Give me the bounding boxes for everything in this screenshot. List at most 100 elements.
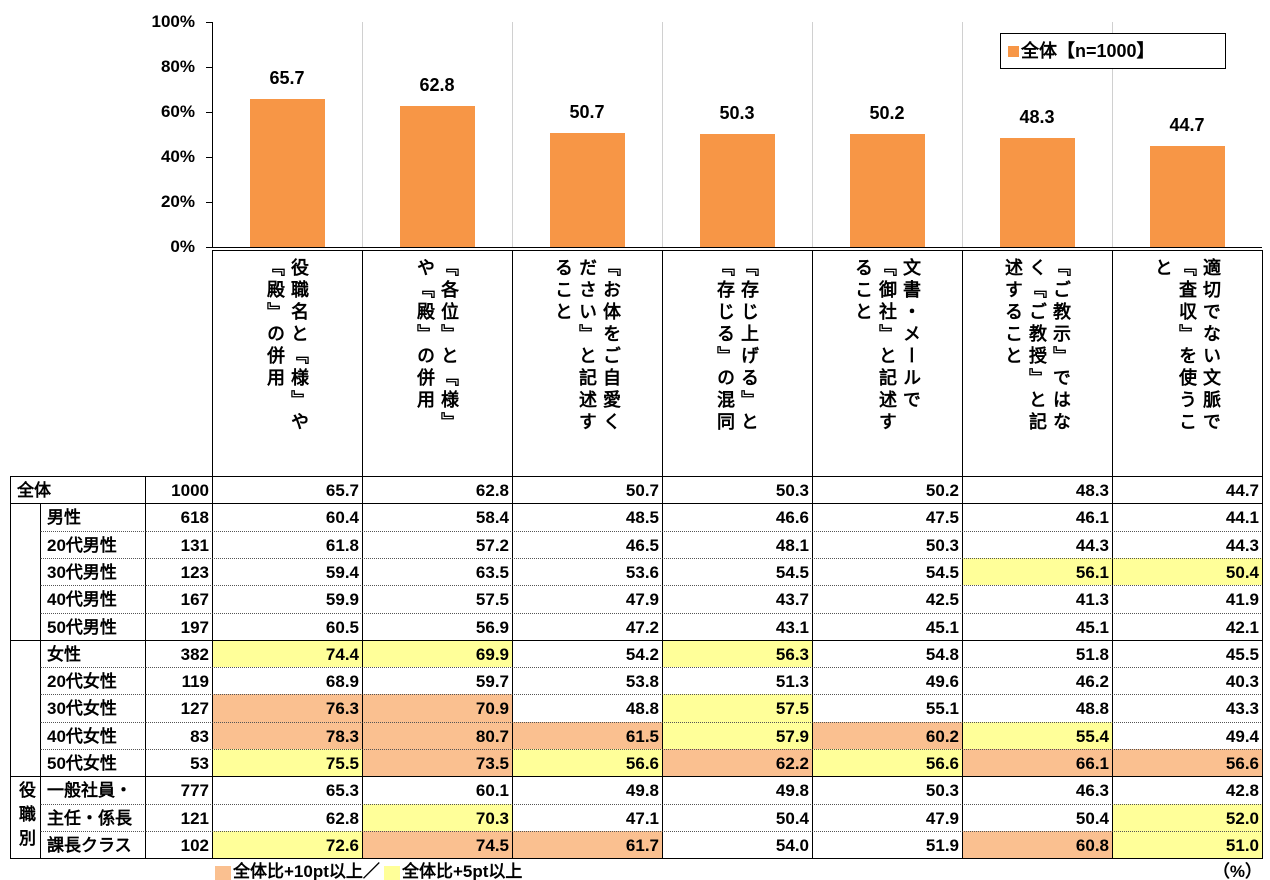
column-separator bbox=[1112, 22, 1113, 247]
table-cell: 50.4 bbox=[1112, 557, 1263, 587]
table-cell: 45.1 bbox=[812, 612, 963, 641]
note-swatch bbox=[384, 866, 400, 880]
table-cell: 43.1 bbox=[662, 612, 813, 641]
category-label: 『ご教示』ではなく『ご教授』と記述すること bbox=[1003, 258, 1071, 434]
bar bbox=[400, 105, 475, 247]
header-text-wrap: 適切でない文脈で『査収』を使うこと bbox=[1112, 258, 1262, 470]
table-cell: 42.1 bbox=[1112, 612, 1263, 641]
bar bbox=[550, 132, 625, 247]
table-cell: 48.8 bbox=[512, 694, 663, 723]
table-cell: 47.9 bbox=[812, 803, 963, 832]
category-label: 役職名と『様』や『殿』の併用 bbox=[265, 258, 309, 434]
table-cell: 50.2 bbox=[812, 476, 963, 505]
note-swatch bbox=[215, 866, 231, 880]
table-cell: 59.9 bbox=[212, 585, 363, 614]
table-cell: 53.8 bbox=[512, 667, 663, 696]
row-n: 131 bbox=[145, 530, 213, 559]
row-label: 20代男性 bbox=[40, 530, 146, 559]
table-cell: 49.8 bbox=[662, 776, 813, 805]
row-n: 167 bbox=[145, 585, 213, 614]
table-cell: 53.6 bbox=[512, 557, 663, 587]
table-cell: 57.9 bbox=[662, 721, 813, 750]
column-separator bbox=[662, 22, 663, 247]
category-label: 文書・メールで『御社』と記述すること bbox=[853, 258, 921, 434]
y-tick bbox=[206, 67, 212, 68]
table-cell: 68.9 bbox=[212, 667, 363, 696]
table-cell: 70.9 bbox=[362, 694, 513, 723]
row-n: 618 bbox=[145, 503, 213, 532]
table-cell: 60.1 bbox=[362, 776, 513, 805]
table-cell: 51.3 bbox=[662, 667, 813, 696]
table-cell: 50.4 bbox=[662, 803, 813, 832]
row-label: 30代男性 bbox=[40, 557, 146, 587]
table-cell: 47.2 bbox=[512, 612, 663, 641]
header-text-wrap: 『存じ上げる』と『存じる』の混同 bbox=[662, 258, 812, 470]
table-cell: 44.3 bbox=[1112, 530, 1263, 559]
table-cell: 78.3 bbox=[212, 721, 363, 750]
row-label: 主任・係長 bbox=[40, 803, 146, 832]
row-label: 50代女性 bbox=[40, 749, 146, 778]
row-label: 女性 bbox=[40, 639, 146, 669]
category-label: 『存じ上げる』と『存じる』の混同 bbox=[715, 258, 759, 434]
row-n: 127 bbox=[145, 694, 213, 723]
table-cell: 44.1 bbox=[1112, 503, 1263, 532]
legend-swatch bbox=[1008, 46, 1019, 57]
table-cell: 60.2 bbox=[812, 721, 963, 750]
header-text-wrap: 『ご教示』ではなく『ご教授』と記述すること bbox=[962, 258, 1112, 470]
bar bbox=[1150, 146, 1225, 247]
table-cell: 59.4 bbox=[212, 557, 363, 587]
table-cell: 61.8 bbox=[212, 530, 363, 559]
table-cell: 50.3 bbox=[812, 776, 963, 805]
row-n: 197 bbox=[145, 612, 213, 641]
table-cell: 56.6 bbox=[512, 749, 663, 778]
table-cell: 49.6 bbox=[812, 667, 963, 696]
y-tick-label: 100% bbox=[151, 12, 195, 31]
table-cell: 43.7 bbox=[662, 585, 813, 614]
group-label: 役職別 bbox=[16, 781, 35, 854]
table-cell: 48.3 bbox=[962, 476, 1113, 505]
table-cell: 56.6 bbox=[1112, 749, 1263, 778]
data-label: 50.7 bbox=[569, 101, 605, 122]
table-cell: 72.6 bbox=[212, 830, 363, 860]
y-tick bbox=[206, 247, 212, 248]
column-separator bbox=[362, 22, 363, 247]
row-label: 課長クラス bbox=[40, 830, 146, 860]
header-text-wrap: 『各位』と『様』や『殿』の併用 bbox=[362, 258, 512, 470]
table-cell: 54.5 bbox=[812, 557, 963, 587]
table-cell: 80.7 bbox=[362, 721, 513, 750]
table-cell: 56.3 bbox=[662, 639, 813, 669]
row-label: 20代女性 bbox=[40, 667, 146, 696]
table-cell: 57.5 bbox=[362, 585, 513, 614]
unit-label: （%） bbox=[1212, 862, 1262, 880]
row-n: 102 bbox=[145, 830, 213, 860]
category-label: 『各位』と『様』や『殿』の併用 bbox=[415, 258, 459, 434]
row-n: 121 bbox=[145, 803, 213, 832]
table-cell: 60.8 bbox=[962, 830, 1113, 860]
table-cell: 55.1 bbox=[812, 694, 963, 723]
table-cell: 48.5 bbox=[512, 503, 663, 532]
row-label: 一般社員・ bbox=[40, 776, 146, 805]
x-axis bbox=[212, 247, 1262, 248]
table-cell: 40.3 bbox=[1112, 667, 1263, 696]
table-cell: 66.1 bbox=[962, 749, 1113, 778]
row-label: 男性 bbox=[40, 503, 146, 532]
table-cell: 54.8 bbox=[812, 639, 963, 669]
data-label: 44.7 bbox=[1169, 115, 1205, 136]
table-cell: 65.3 bbox=[212, 776, 363, 805]
header-text-wrap: 役職名と『様』や『殿』の併用 bbox=[212, 258, 362, 470]
table-cell: 56.6 bbox=[812, 749, 963, 778]
table-cell: 48.1 bbox=[662, 530, 813, 559]
data-label: 65.7 bbox=[269, 68, 305, 89]
header-text-wrap: 文書・メールで『御社』と記述すること bbox=[812, 258, 962, 470]
table-cell: 73.5 bbox=[362, 749, 513, 778]
table-cell: 76.3 bbox=[212, 694, 363, 723]
table-cell: 74.4 bbox=[212, 639, 363, 669]
table-cell: 49.8 bbox=[512, 776, 663, 805]
table-cell: 46.3 bbox=[962, 776, 1113, 805]
category-label: 適切でない文脈で『査収』を使うこと bbox=[1153, 258, 1221, 434]
table-cell: 42.8 bbox=[1112, 776, 1263, 805]
y-tick-label: 40% bbox=[160, 147, 195, 166]
table-cell: 58.4 bbox=[362, 503, 513, 532]
table-cell: 46.2 bbox=[962, 667, 1113, 696]
table-cell: 48.8 bbox=[962, 694, 1113, 723]
